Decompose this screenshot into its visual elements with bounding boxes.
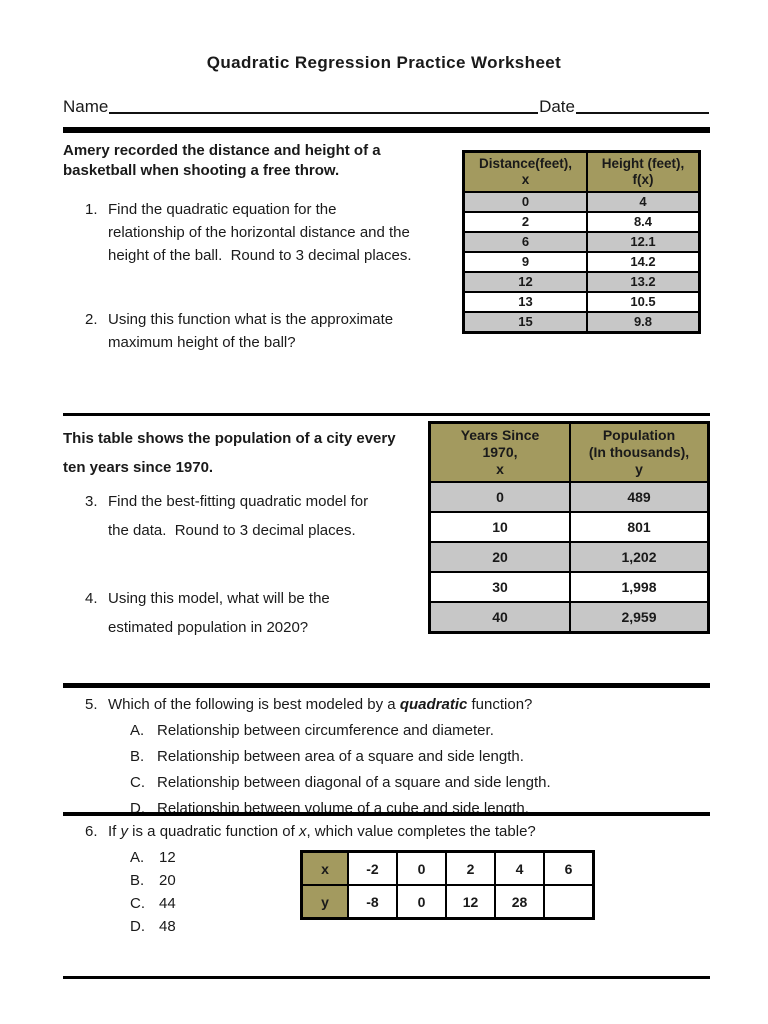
table-row: 30 1,998 (428, 571, 710, 603)
table-row: 12 13.2 (462, 271, 701, 293)
question-6: 6. If y is a quadratic function of x, wh… (85, 821, 695, 843)
table-row: 15 9.8 (462, 311, 701, 334)
question-2: 2. Using this function what is the appro… (85, 308, 460, 354)
page-title: Quadratic Regression Practice Worksheet (206, 53, 562, 72)
question-5-text: Which of the following is best modeled b… (108, 696, 533, 713)
bottom-divider (63, 976, 710, 979)
name-label: Name (63, 97, 109, 116)
table-row: 40 2,959 (428, 601, 710, 634)
question-5: 5. Which of the following is best modele… (85, 694, 695, 716)
option-a: A. 12 (130, 849, 176, 866)
y-row: y -8 0 12 28 (300, 884, 595, 920)
question-3-number: 3. (85, 493, 98, 510)
question-1-text: Find the quadratic equation for the rela… (108, 201, 412, 264)
date-label: Date (539, 97, 575, 116)
xy-values-table: x -2 0 2 4 6 y -8 0 12 28 (300, 850, 595, 920)
question-5-number: 5. (85, 696, 98, 713)
column-header-distance: Distance(feet), x (462, 150, 588, 193)
x-row-label: x (300, 850, 349, 886)
table-row: 13 10.5 (462, 291, 701, 313)
question-5-options: A. Relationship between circumference and… (130, 718, 551, 822)
question-4-number: 4. (85, 590, 98, 607)
option-b: B. 20 (130, 872, 176, 889)
section-divider-3 (63, 683, 710, 688)
option-d: D. 48 (130, 918, 176, 935)
question-2-number: 2. (85, 311, 98, 328)
section2-intro: This table shows the population of a cit… (63, 430, 396, 476)
quadratic-emphasis: quadratic (399, 696, 468, 713)
option-d: D. Relationship between volume of a cube … (130, 800, 529, 817)
question-1-number: 1. (85, 201, 98, 218)
population-data-table: Years Since 1970, x Population (In thous… (428, 421, 710, 634)
section1-intro: Amery recorded the distance and height o… (63, 142, 381, 179)
table-row: 9 14.2 (462, 251, 701, 273)
column-header-height: Height (feet), f(x) (586, 150, 701, 193)
column-header-population: Population (In thousands), y (569, 421, 710, 483)
variable-x: x (298, 823, 307, 840)
x-row: x -2 0 2 4 6 (300, 850, 595, 886)
table-row: 6 12.1 (462, 231, 701, 253)
option-b: B. Relationship between area of a square … (130, 748, 524, 765)
column-header-years: Years Since 1970, x (428, 421, 571, 483)
table-row: 10 801 (428, 511, 710, 543)
question-4-text: Using this model, what will be the estim… (108, 590, 330, 636)
question-6-text: If y is a quadratic function of x, which… (108, 823, 536, 840)
variable-y: y (120, 823, 129, 840)
table-row: 2 8.4 (462, 211, 701, 233)
question-2-text: Using this function what is the approxim… (108, 311, 394, 351)
section-divider-2 (63, 413, 710, 416)
section-divider-4 (63, 812, 710, 816)
table-header-row: Years Since 1970, x Population (In thous… (428, 421, 710, 483)
option-c: C. Relationship between diagonal of a squ… (130, 774, 551, 791)
question-3: 3. Find the best-fitting quadratic model… (85, 487, 430, 545)
table-row: 0 489 (428, 481, 710, 513)
table-header-row: Distance(feet), x Height (feet), f(x) (462, 150, 701, 193)
missing-value-cell (543, 884, 595, 920)
name-date-row: Name Date (63, 97, 710, 118)
y-row-label: y (300, 884, 349, 920)
table-row: 20 1,202 (428, 541, 710, 573)
section-divider-1 (63, 127, 710, 133)
question-1: 1. Find the quadratic equation for the r… (85, 198, 460, 267)
question-6-number: 6. (85, 823, 98, 840)
question-6-options: A. 12 B. 20 C. 44 D. 48 (130, 846, 176, 938)
option-c: C. 44 (130, 895, 176, 912)
question-3-text: Find the best-fitting quadratic model fo… (108, 493, 369, 539)
date-blank-line (576, 111, 709, 114)
question-4: 4. Using this model, what will be the es… (85, 584, 430, 642)
option-a: A. Relationship between circumference and… (130, 722, 494, 739)
name-blank-line (109, 111, 539, 114)
